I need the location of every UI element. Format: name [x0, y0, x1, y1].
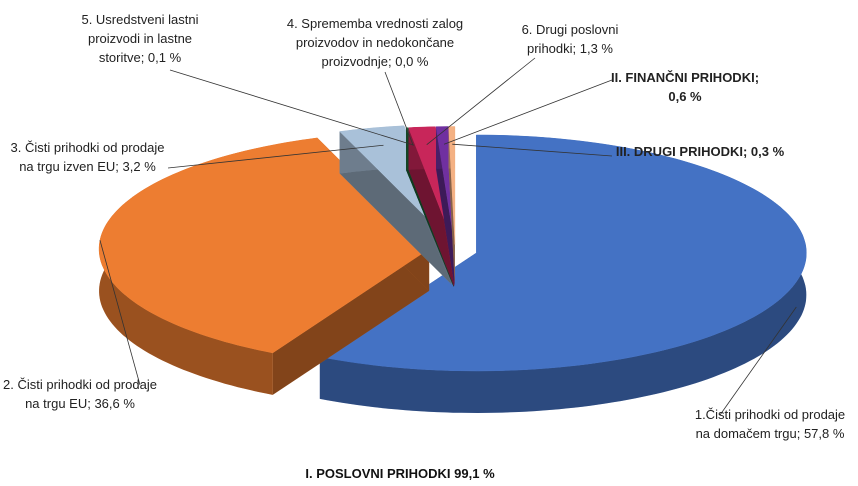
leader-line [384, 71, 414, 146]
leader-line [99, 240, 141, 386]
leader-line [719, 306, 797, 416]
slice-top [339, 125, 452, 243]
slice-top [319, 134, 807, 372]
slice [319, 134, 807, 413]
slice-label: II. FINANČNI PRIHODKI; 0,6 % [610, 70, 760, 104]
slice-shade [272, 248, 430, 395]
slice-label: 4. Sprememba vrednosti zalog proizvodov … [286, 16, 464, 69]
slice-label: 3. Čisti prihodki od prodaje na trgu izv… [10, 140, 165, 174]
slice-top [448, 126, 456, 245]
slice-top [408, 126, 455, 245]
slice-wall [406, 127, 409, 170]
leader-line [443, 79, 613, 145]
slice-label: 2. Čisti prihodki od prodaje na trgu EU;… [3, 377, 157, 411]
slice-label: 5. Usredstveni lastni proizvodi in lastn… [81, 12, 199, 65]
slice-label: III. DRUGI PRIHODKI; 0,3 % [615, 144, 785, 159]
leader-line [169, 69, 415, 146]
slice [448, 126, 456, 287]
leader-line [167, 144, 384, 169]
slice-label: 6. Drugi poslovni prihodki; 1,3 % [521, 22, 619, 56]
slice-shade [406, 127, 409, 170]
slice-side [272, 248, 430, 395]
leader-line [426, 57, 536, 146]
slice-label: 1.Čisti prihodki od prodaje na domačem t… [694, 407, 846, 441]
slice-shade [319, 135, 807, 413]
slice-wall [319, 135, 807, 413]
annotation: I. POSLOVNI PRIHODKI 99,1 % [305, 466, 495, 481]
leader-line [452, 143, 613, 157]
